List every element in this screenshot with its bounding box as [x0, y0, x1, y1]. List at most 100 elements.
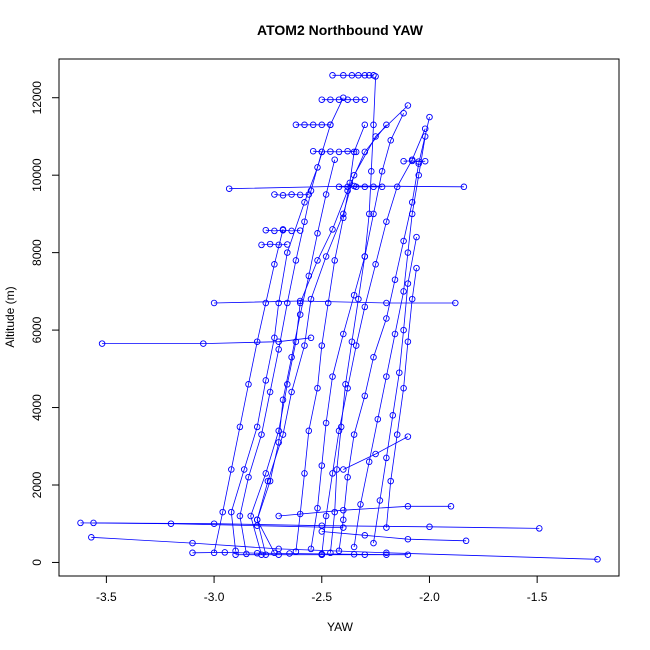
series-13: [383, 264, 420, 531]
data-point: [355, 72, 362, 79]
series-24: [340, 433, 412, 473]
data-point: [307, 334, 315, 342]
data-point: [210, 520, 218, 527]
series-2: [228, 94, 347, 555]
data-point: [340, 72, 347, 79]
series-15: [98, 334, 315, 347]
data-point: [383, 524, 390, 531]
data-point: [400, 157, 407, 165]
series-27: [292, 121, 334, 129]
data-point: [219, 508, 226, 516]
data-point: [318, 121, 326, 129]
y-tick-label: 0: [30, 559, 44, 566]
data-point: [391, 276, 399, 283]
plot-frame: [58, 58, 620, 577]
data-point: [329, 373, 336, 380]
data-point: [365, 72, 373, 79]
data-point: [447, 503, 455, 510]
data-point: [393, 431, 401, 438]
data-point: [318, 550, 326, 558]
data-point: [301, 121, 308, 129]
series-9: [236, 148, 326, 558]
data-point: [327, 549, 334, 557]
data-point: [361, 121, 369, 129]
data-point: [258, 431, 265, 438]
series-1: [253, 102, 412, 557]
data-point: [365, 210, 373, 218]
data-point: [415, 158, 422, 165]
data-point: [352, 148, 360, 156]
data-point: [361, 253, 369, 260]
data-point: [352, 183, 360, 191]
data-point: [361, 183, 369, 191]
data-point: [77, 519, 84, 527]
data-point: [275, 338, 282, 345]
data-point: [253, 423, 261, 431]
data-point: [262, 226, 270, 234]
data-point: [333, 466, 341, 473]
data-point: [340, 524, 347, 531]
data-point: [271, 261, 278, 268]
series-28: [309, 147, 360, 156]
data-point: [340, 516, 347, 524]
data-point: [408, 210, 416, 218]
data-point: [340, 506, 347, 514]
series-line: [230, 97, 344, 551]
data-point: [307, 187, 315, 194]
data-point: [383, 218, 390, 225]
data-point: [275, 427, 282, 435]
series-10: [253, 156, 338, 558]
data-point: [413, 233, 420, 241]
series-30: [335, 183, 386, 191]
series-6: [335, 113, 433, 555]
data-point: [396, 369, 403, 376]
series-line: [403, 160, 426, 163]
data-point: [296, 311, 304, 318]
data-point: [301, 199, 308, 206]
data-point: [284, 299, 291, 307]
series-line: [256, 159, 336, 555]
series-line: [274, 194, 309, 196]
data-point: [301, 470, 308, 477]
data-point: [275, 299, 282, 307]
series-17: [90, 519, 543, 532]
series-line: [321, 531, 467, 542]
data-point: [247, 512, 254, 520]
series-line: [93, 522, 540, 529]
data-point: [258, 241, 265, 249]
data-point: [292, 121, 300, 129]
data-point: [383, 315, 390, 322]
data-point: [415, 160, 422, 167]
data-point: [348, 72, 356, 79]
data-point: [378, 183, 386, 191]
y-tick-label: 12000: [30, 81, 44, 115]
x-tick-label: -3.0: [204, 590, 225, 604]
data-point: [327, 121, 334, 129]
data-point: [350, 551, 358, 558]
data-point: [314, 164, 321, 171]
data-point: [264, 477, 272, 485]
data-point: [271, 549, 278, 557]
data-point: [400, 288, 407, 295]
data-point: [370, 353, 377, 361]
data-point: [387, 477, 394, 485]
data-point: [288, 227, 295, 235]
data-point: [462, 537, 470, 545]
data-point: [350, 171, 358, 179]
data-point: [337, 423, 345, 431]
data-point: [296, 227, 304, 234]
data-point: [370, 539, 377, 547]
data-point: [318, 462, 326, 469]
data-point: [225, 185, 233, 192]
data-point: [352, 96, 360, 103]
series-line: [261, 243, 288, 246]
x-tick-label: -2.5: [311, 590, 332, 604]
series-32: [271, 191, 313, 199]
data-point: [400, 384, 407, 392]
series-7: [292, 121, 369, 555]
data-point: [292, 257, 300, 264]
data-point: [318, 528, 326, 535]
data-point: [331, 156, 338, 163]
data-point: [404, 503, 412, 510]
data-point: [421, 133, 429, 140]
